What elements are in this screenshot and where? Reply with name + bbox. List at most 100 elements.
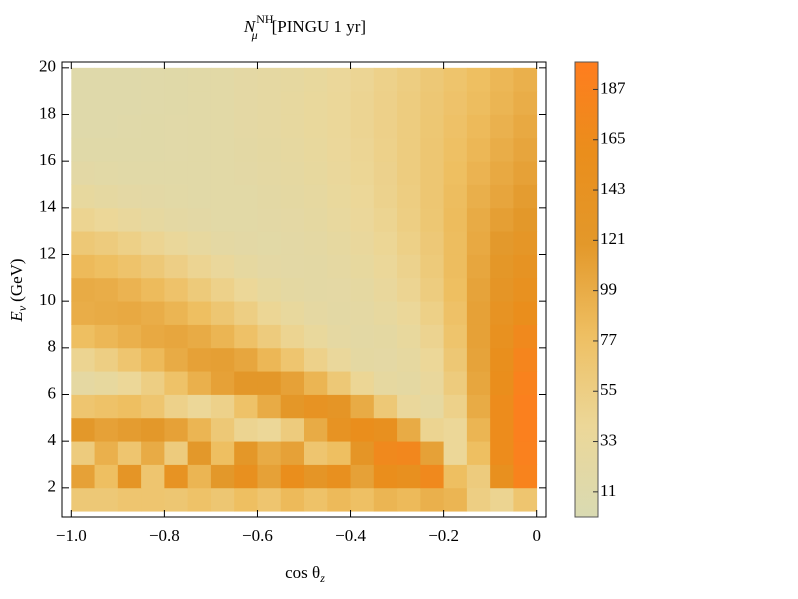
heat-cell	[234, 161, 258, 185]
y-tick-label: 14	[39, 197, 57, 216]
heat-cell	[466, 324, 491, 349]
heat-cell	[373, 487, 398, 512]
heat-cell	[397, 371, 421, 395]
heat-cell	[257, 347, 282, 372]
heat-cell	[71, 394, 95, 419]
heat-cell	[490, 91, 514, 115]
heat-cell	[304, 394, 328, 419]
heat-cell	[490, 417, 514, 442]
heat-cell	[187, 67, 212, 92]
heat-cell	[71, 254, 95, 279]
heat-cell	[397, 137, 421, 162]
heat-cell	[304, 441, 328, 465]
heat-cell	[513, 114, 538, 139]
heat-cell	[141, 347, 165, 372]
heat-cell	[117, 417, 142, 442]
heat-cell	[513, 347, 538, 372]
heat-cell	[187, 207, 212, 232]
heat-cell	[280, 301, 305, 325]
heat-cell	[117, 207, 142, 232]
x-label-text: cos θ	[285, 563, 320, 582]
heat-cell	[234, 347, 258, 372]
heat-cell	[210, 347, 235, 372]
heat-cell	[443, 371, 468, 395]
heat-cell	[350, 184, 375, 209]
heat-cell	[397, 301, 421, 325]
heat-cell	[304, 347, 328, 372]
y-tick-label: 18	[39, 103, 56, 122]
heat-cell	[513, 394, 538, 419]
heat-cell	[234, 207, 258, 232]
heat-cell	[327, 207, 351, 232]
heat-cell	[513, 487, 538, 512]
heat-cell	[257, 114, 282, 139]
heat-cell	[397, 464, 421, 489]
heat-cell	[373, 347, 398, 372]
heat-cell	[257, 137, 282, 162]
heat-cell	[71, 347, 95, 372]
heat-cell	[141, 137, 165, 162]
title-symbol: N	[243, 17, 257, 36]
heat-cell	[164, 91, 189, 115]
heat-cell	[466, 114, 491, 139]
heat-cell	[210, 371, 235, 395]
title-sub: μ	[251, 28, 258, 42]
heat-cell	[164, 464, 189, 489]
heat-cell	[187, 394, 212, 419]
heat-cell	[187, 487, 212, 512]
heat-cell	[350, 67, 375, 92]
colorbar-tick-label: 55	[600, 380, 617, 399]
heat-cell	[210, 254, 235, 279]
heat-cell	[94, 231, 119, 255]
heat-cell	[234, 231, 258, 255]
heat-cell	[397, 441, 421, 465]
heat-cell	[71, 184, 95, 209]
heat-cell	[280, 254, 305, 279]
heat-cell	[141, 394, 165, 419]
heat-cell	[117, 371, 142, 395]
heat-cell	[141, 161, 165, 185]
heat-cell	[187, 114, 212, 139]
heat-cell	[141, 487, 165, 512]
heat-cell	[513, 441, 538, 465]
heat-cell	[443, 114, 468, 139]
heat-cell	[164, 277, 189, 302]
heat-cell	[234, 254, 258, 279]
heat-cell	[327, 91, 351, 115]
heat-cell	[420, 417, 445, 442]
heat-cell	[490, 301, 514, 325]
heat-cell	[443, 91, 468, 115]
heat-cell	[350, 371, 375, 395]
heat-cell	[490, 371, 514, 395]
heat-cell	[350, 487, 375, 512]
heat-cell	[397, 347, 421, 372]
heat-cell	[187, 231, 212, 255]
heat-cell	[234, 464, 258, 489]
heat-cell	[164, 371, 189, 395]
heat-cell	[490, 161, 514, 185]
heat-cell	[420, 67, 445, 92]
heat-cell	[187, 441, 212, 465]
heat-cell	[466, 207, 491, 232]
heat-cell	[350, 301, 375, 325]
heat-cell	[187, 347, 212, 372]
heat-cell	[257, 161, 282, 185]
heat-cell	[117, 137, 142, 162]
heat-cell	[71, 417, 95, 442]
heat-cell	[420, 184, 445, 209]
heat-cell	[304, 371, 328, 395]
heat-cell	[327, 441, 351, 465]
heat-cell	[304, 464, 328, 489]
heat-cell	[466, 67, 491, 92]
x-axis-label: cos θz	[285, 563, 325, 585]
heat-cell	[210, 394, 235, 419]
heat-cell	[234, 277, 258, 302]
heat-cell	[327, 464, 351, 489]
heat-cell	[373, 417, 398, 442]
heat-cell	[210, 324, 235, 349]
heat-cell	[443, 231, 468, 255]
heat-cell	[141, 207, 165, 232]
heat-cell	[466, 441, 491, 465]
heat-cell	[373, 137, 398, 162]
